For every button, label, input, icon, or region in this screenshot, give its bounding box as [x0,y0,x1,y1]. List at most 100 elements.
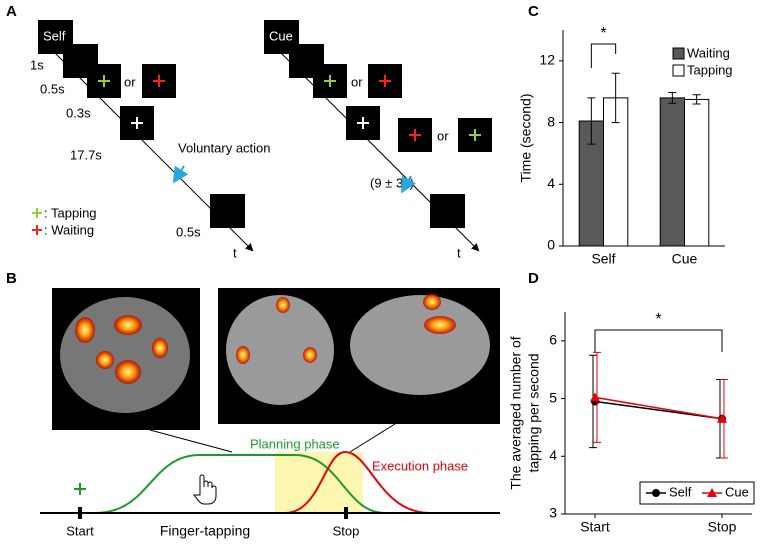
activation [236,346,250,364]
connector [349,423,396,453]
legend-swatch [672,64,685,77]
time-label: 0.5s [176,224,201,239]
panel-label: C [528,3,539,20]
activation [423,294,441,310]
cross [357,117,369,129]
bar [659,97,686,247]
axis-label: t [233,245,237,260]
time-label: 0.3s [66,105,91,120]
panel-label: D [528,270,539,287]
y-axis-label: tapping per second [526,353,542,472]
activation [75,317,95,343]
series-line [594,396,723,420]
connector [149,429,233,453]
x-tick-label: Self [591,251,615,267]
point [590,392,600,402]
activation [114,315,142,335]
legend-label: Tapping [687,62,733,77]
action-arrow [401,175,416,194]
legend-box [639,481,755,505]
stimulus [210,194,245,228]
y-tick-label: 4 [549,447,557,463]
error-bar [692,94,701,105]
brain [60,297,190,413]
y-axis-label: The averaged number of [508,336,524,489]
time-label: 17.7s [70,147,102,162]
stimulus-text: Cue [269,28,293,43]
cross [379,75,391,87]
or-text: or [437,128,449,143]
brain [226,295,334,405]
error-bar [587,97,596,145]
legend-marker [652,489,660,497]
or-text: or [351,74,363,89]
tick [344,507,348,519]
legend-text: : Waiting [44,222,94,237]
cross [32,208,42,218]
panel-a: A Self or 1s 0.5s 0.3s 17.7s Voluntary a… [6,3,492,260]
error-bar [611,72,620,124]
planning-curve [94,454,386,514]
hand-icon [192,474,217,505]
y-tick-label: 4 [547,175,555,191]
significance: * [655,311,661,328]
phase-label: Planning phase [250,436,340,451]
axis-label: t [457,245,461,260]
legend-marker [707,488,717,497]
legend-label: Self [669,484,692,499]
activation [115,360,141,384]
activation [96,351,114,369]
panel-label: B [6,270,17,287]
annotation: Voluntary action [178,140,271,155]
time-label: 0.5s [40,81,65,96]
legend-text: : Tapping [44,205,97,220]
cross [98,75,110,87]
legend-label: Cue [725,484,749,499]
significance-bracket [590,43,617,68]
y-tick-label: 5 [549,389,557,405]
cross [153,75,165,87]
activation [303,347,317,363]
activation [276,297,290,313]
stimulus-text: Self [43,28,66,43]
activation [424,316,456,334]
panel-label: A [6,3,17,20]
legend-label: Waiting [687,45,730,60]
y-tick-label: 6 [549,332,557,348]
or-text: or [124,74,136,89]
cross [324,75,336,87]
cross [74,483,86,495]
stimulus [430,194,465,228]
panel-b: B Planning phase Execution phase Start F… [6,270,500,539]
cross [469,129,481,141]
cross [32,225,42,235]
time-label: Stop [333,523,360,538]
legend-swatch [672,47,685,60]
x-tick-label: Cue [672,251,698,267]
x-tick-label: Stop [708,519,737,535]
y-tick-label: 12 [539,52,555,68]
axis-label: Finger-tapping [160,523,250,539]
y-tick-label: 0 [547,237,555,253]
point [717,413,727,423]
cross [409,129,421,141]
cross [131,117,143,129]
y-tick-label: 8 [547,113,555,129]
y-tick-label: 3 [549,505,557,521]
brain [350,295,490,395]
phase-label: Execution phase [372,458,468,473]
tick [78,507,82,519]
x-tick-label: Start [580,519,610,535]
y-axis-label: Time (second) [518,94,534,183]
time-label: 1s [30,57,44,72]
significance: * [600,25,606,42]
time-label: Start [66,523,94,538]
action-arrow [172,165,189,184]
bar [684,98,710,247]
execution-curve [284,450,431,514]
error-bar [668,91,677,104]
activation [152,338,168,358]
significance-bracket [594,329,723,352]
